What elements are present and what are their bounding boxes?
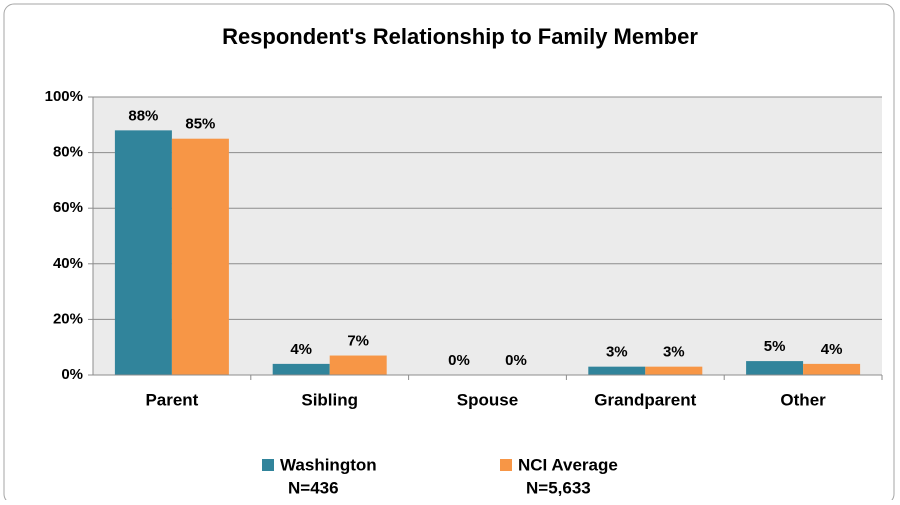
bar xyxy=(588,366,646,375)
value-label: 85% xyxy=(185,116,215,133)
legend-label: Washington xyxy=(280,455,377,474)
value-label: 4% xyxy=(290,341,312,358)
value-label: 5% xyxy=(764,338,786,355)
x-tick-label: Parent xyxy=(145,390,198,409)
bar xyxy=(272,363,330,375)
value-label: 0% xyxy=(448,352,470,369)
value-label: 3% xyxy=(606,344,628,361)
x-tick-label: Sibling xyxy=(301,390,358,409)
y-tick-label: 100% xyxy=(45,88,83,105)
value-label: 0% xyxy=(505,352,527,369)
bar xyxy=(746,361,804,375)
value-label: 7% xyxy=(347,333,369,350)
bar xyxy=(329,355,387,375)
x-tick-label: Grandparent xyxy=(594,390,696,409)
y-tick-label: 40% xyxy=(53,255,83,272)
legend-swatch xyxy=(500,459,512,471)
legend-sample-size: N=5,633 xyxy=(526,478,591,497)
y-tick-label: 0% xyxy=(61,366,83,383)
bar xyxy=(645,366,703,375)
bar xyxy=(114,130,172,375)
legend-swatch xyxy=(262,459,274,471)
legend-sample-size: N=436 xyxy=(288,478,339,497)
value-label: 3% xyxy=(663,344,685,361)
value-label: 88% xyxy=(128,107,158,124)
y-tick-label: 20% xyxy=(53,310,83,327)
y-tick-label: 60% xyxy=(53,199,83,216)
bar xyxy=(803,363,861,375)
bar xyxy=(171,138,229,375)
x-tick-label: Other xyxy=(780,390,826,409)
legend-label: NCI Average xyxy=(518,455,618,474)
x-tick-label: Spouse xyxy=(457,390,518,409)
y-tick-label: 80% xyxy=(53,144,83,161)
value-label: 4% xyxy=(821,341,843,358)
chart-title: Respondent's Relationship to Family Memb… xyxy=(222,24,698,49)
